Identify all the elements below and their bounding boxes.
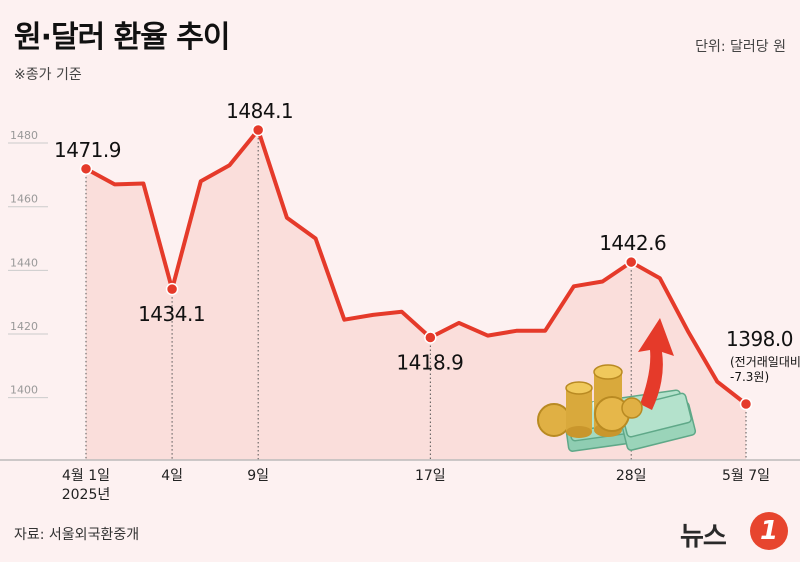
data-label: 1418.9 [396, 350, 463, 374]
unit-label: 단위: 달러당 원 [695, 39, 786, 55]
y-tick-label: 1480 [10, 129, 38, 142]
annotation-text: -7.3원) [730, 370, 769, 384]
x-tick-label: 28일 [616, 468, 647, 484]
data-point [251, 123, 265, 137]
data-label: 1471.9 [54, 138, 121, 162]
data-labels: 1471.9 1434.1 1484.1 1418.9 1442.6 1398.0 (전거래… [54, 99, 800, 384]
chart-subtitle: ※종가 기준 [14, 67, 82, 83]
data-point [424, 331, 437, 344]
data-label: 1442.6 [599, 231, 666, 255]
x-axis-ticks: 4월 1일 2025년 4일 9일 17일 28일 5월 7일 [62, 468, 770, 503]
logo-text: 뉴스 [680, 522, 727, 552]
x-tick-label: 17일 [415, 468, 446, 484]
y-tick-label: 1420 [10, 320, 38, 333]
logo-badge: 1 [750, 512, 788, 550]
data-point [739, 397, 753, 411]
news1-logo: 뉴스 1 [680, 510, 792, 552]
x-tick-label: 4월 1일 [62, 468, 110, 484]
area-fill [86, 130, 746, 460]
y-tick-label: 1440 [10, 256, 38, 269]
chart-area-fill [86, 130, 746, 460]
x-tick-label: 4일 [161, 468, 183, 484]
x-tick-label: 5월 7일 [722, 468, 770, 484]
y-tick-label: 1400 [10, 384, 38, 397]
source-note: 자료: 서울외국환중개 [14, 527, 140, 543]
x-tick-sublabel: 2025년 [62, 487, 111, 503]
data-label: 1484.1 [226, 99, 293, 123]
data-label: 1434.1 [138, 302, 205, 326]
y-tick-label: 1460 [10, 193, 38, 206]
data-label: 1398.0 [726, 327, 793, 351]
data-point [165, 282, 179, 296]
annotation-text: (전거래일대비 [730, 355, 800, 369]
y-axis: 1400 1420 1440 1460 1480 [8, 129, 48, 399]
data-point [79, 162, 93, 176]
chart-title: 원·달러 환율 추이 [14, 20, 230, 55]
data-points [79, 123, 753, 411]
x-tick-label: 9일 [247, 468, 269, 484]
money-up-arrow-illustration [537, 318, 697, 452]
data-point [624, 255, 638, 269]
